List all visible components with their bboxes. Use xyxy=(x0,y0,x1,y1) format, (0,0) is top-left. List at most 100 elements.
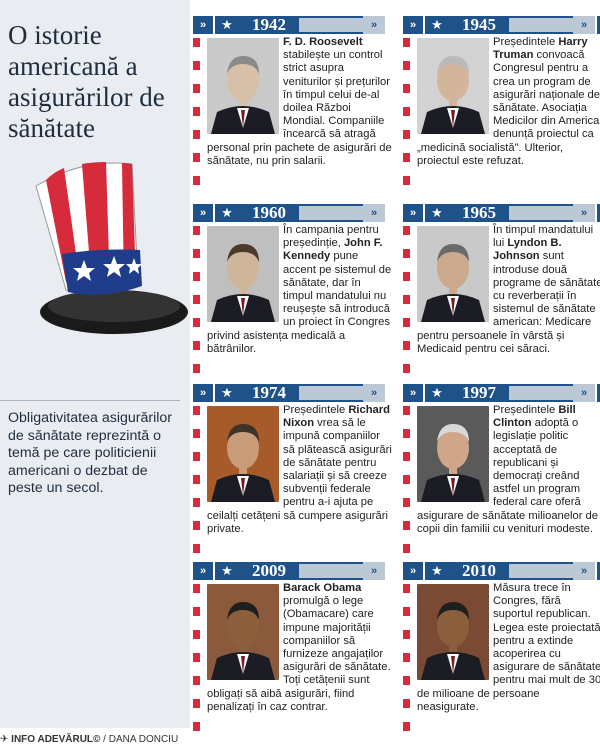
accent-ticks xyxy=(403,584,410,734)
year-bar: ★ 1942 » xyxy=(215,16,385,34)
entry-text-before: Măsura trece în Congres, fără suportul r… xyxy=(417,582,600,713)
year-strip xyxy=(509,18,573,32)
entry-text-after: sunt introduse două programe de sănătate… xyxy=(417,250,600,355)
double-chevron-right-icon: » xyxy=(597,204,600,222)
page-title: O istorie americană a asigurărilor de să… xyxy=(8,20,165,143)
entry-header: » ★ 1974 » xyxy=(193,384,393,402)
year-strip xyxy=(509,564,573,578)
timeline-entry-2009: » ★ 2009 » Barack Obama promulgă o lege … xyxy=(193,562,393,744)
plane-icon: ✈ xyxy=(0,734,9,745)
accent-ticks xyxy=(193,226,200,376)
double-chevron-right-icon: » xyxy=(573,562,595,580)
year-bar: ★ 2010 » xyxy=(425,562,595,580)
year-strip xyxy=(299,18,363,32)
entry-president-name: F. D. Roosevelt xyxy=(283,36,363,48)
entry-text-after: vrea să le impună companiilor să plăteas… xyxy=(207,417,392,535)
star-icon: ★ xyxy=(221,563,233,578)
year-bar: ★ 1997 » xyxy=(425,384,595,402)
accent-ticks xyxy=(403,38,410,188)
double-chevron-right-icon: » xyxy=(597,384,600,402)
entry-year: 2010 xyxy=(462,561,496,580)
entry-text-after: pune accent pe sistemul de sănătate, dar… xyxy=(207,250,392,355)
year-strip xyxy=(299,386,363,400)
timeline-entry-1960: » ★ 1960 » În campania pentru președinți… xyxy=(193,204,393,386)
year-bar: ★ 1960 » xyxy=(215,204,385,222)
timeline-entry-1997: » ★ 1997 » » Președintele Bill Clinton a… xyxy=(403,384,600,566)
double-chevron-right-icon: » xyxy=(193,384,213,402)
entry-text: Măsura trece în Congres, fără suportul r… xyxy=(417,582,600,714)
star-icon: ★ xyxy=(221,205,233,220)
entry-header: » ★ 1965 » » xyxy=(403,204,600,222)
double-chevron-right-icon: » xyxy=(193,204,213,222)
star-icon: ★ xyxy=(221,17,233,32)
entry-text: Președintele Richard Nixon vrea să le im… xyxy=(207,404,393,536)
sidebar-divider xyxy=(0,400,180,401)
entry-text-after: stabilește un control strict asupra veni… xyxy=(207,49,392,167)
double-chevron-right-icon: » xyxy=(573,384,595,402)
entry-header: » ★ 1960 » xyxy=(193,204,393,222)
uncle-sam-hat-icon xyxy=(35,162,188,334)
year-strip xyxy=(509,206,573,220)
entry-text-before: Președintele xyxy=(283,404,349,416)
entry-header: » ★ 1997 » » xyxy=(403,384,600,402)
entry-president-name: Lyndon B. Johnson xyxy=(493,237,562,263)
entry-text-before: În campania pentru președinție, xyxy=(283,224,379,250)
entry-president-name: Bill Clinton xyxy=(493,404,576,430)
entry-text: În campania pentru președinție, John F. … xyxy=(207,224,393,356)
double-chevron-right-icon: » xyxy=(193,562,213,580)
entry-text: În timpul mandatului lui Lyndon B. Johns… xyxy=(417,224,600,356)
double-chevron-right-icon: » xyxy=(573,204,595,222)
year-bar: ★ 2009 » xyxy=(215,562,385,580)
footer: ✈ INFO ADEVĂRUL© / DANA DONCIU xyxy=(0,734,178,745)
star-icon: ★ xyxy=(431,205,443,220)
double-chevron-right-icon: » xyxy=(573,16,595,34)
double-chevron-right-icon: » xyxy=(597,16,600,34)
accent-ticks xyxy=(403,406,410,556)
year-strip xyxy=(299,564,363,578)
double-chevron-right-icon: » xyxy=(403,16,423,34)
entry-text: Președintele Harry Truman convoacă Congr… xyxy=(417,36,600,168)
double-chevron-right-icon: » xyxy=(363,384,385,402)
sidebar-panel: O istorie americană a asigurărilor de să… xyxy=(0,0,190,728)
year-bar: ★ 1974 » xyxy=(215,384,385,402)
entry-text-after: convoacă Congresul pentru a crea un prog… xyxy=(417,49,600,167)
timeline-entry-1942: » ★ 1942 » F. D. Roosevelt stabilește un… xyxy=(193,16,393,198)
footer-brand: INFO ADEVĂRUL© xyxy=(11,734,101,745)
double-chevron-right-icon: » xyxy=(363,204,385,222)
year-strip xyxy=(299,206,363,220)
timeline-entry-1974: » ★ 1974 » Președintele Richard Nixon vr… xyxy=(193,384,393,566)
footer-author: / DANA DONCIU xyxy=(103,734,179,745)
entry-year: 2009 xyxy=(252,561,286,580)
entry-president-name: Harry Truman xyxy=(493,36,588,62)
timeline-entry-1945: » ★ 1945 » » Președintele Harry Truman c… xyxy=(403,16,600,198)
sidebar-note: Obligativitatea asigurărilor de sănătate… xyxy=(8,410,173,496)
accent-ticks xyxy=(193,406,200,556)
entry-president-name: Barack Obama xyxy=(283,582,362,594)
accent-ticks xyxy=(193,38,200,188)
entry-text: F. D. Roosevelt stabilește un control st… xyxy=(207,36,393,168)
portrait-image xyxy=(207,38,279,134)
entry-year: 1945 xyxy=(462,15,496,34)
double-chevron-right-icon: » xyxy=(363,562,385,580)
entry-year: 1997 xyxy=(462,383,496,402)
entry-president-name: Richard Nixon xyxy=(283,404,390,430)
entry-text-before: În timpul mandatului lui xyxy=(493,224,594,250)
year-strip xyxy=(509,386,573,400)
portrait-image xyxy=(417,226,489,322)
year-bar: ★ 1945 » xyxy=(425,16,595,34)
entry-header: » ★ 1942 » xyxy=(193,16,393,34)
double-chevron-right-icon: » xyxy=(403,384,423,402)
entry-year: 1965 xyxy=(462,203,496,222)
entry-header: » ★ 2009 » xyxy=(193,562,393,580)
star-icon: ★ xyxy=(431,385,443,400)
entry-text-after: promulgă o lege (Obamacare) care impune … xyxy=(207,595,391,713)
star-icon: ★ xyxy=(221,385,233,400)
entry-year: 1960 xyxy=(252,203,286,222)
double-chevron-right-icon: » xyxy=(597,562,600,580)
entry-text-before: Președintele xyxy=(493,404,559,416)
entry-header: » ★ 2010 » » xyxy=(403,562,600,580)
entry-president-name: John F. Kennedy xyxy=(283,237,383,263)
entry-year: 1974 xyxy=(252,383,286,402)
double-chevron-right-icon: » xyxy=(363,16,385,34)
star-icon: ★ xyxy=(431,563,443,578)
